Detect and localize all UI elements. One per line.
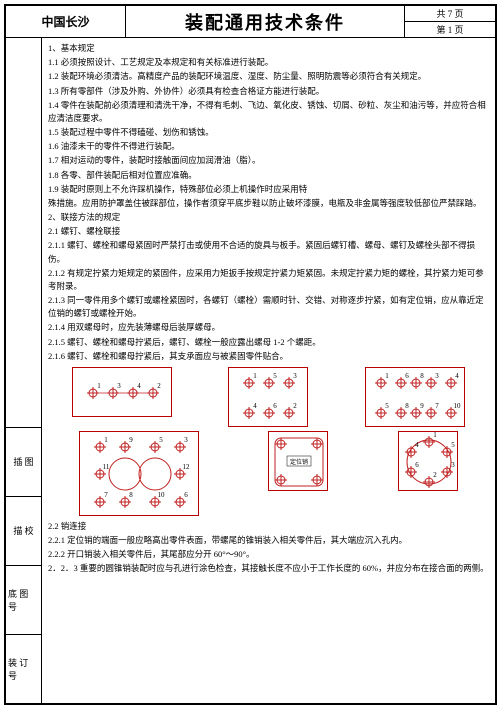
svg-text:4: 4 [254,402,258,410]
svg-text:8: 8 [129,491,133,499]
svg-text:5: 5 [274,372,278,380]
p-2-1-6: 2.1.6 螺钉、螺栓和螺母拧紧后，其支承面应与被紧固零件贴合。 [48,350,489,363]
figure-2: 1 5 3 4 6 2 [228,367,308,427]
p-1-5: 1.5 装配过程中零件不得磕碰、划伤和锈蚀。 [48,126,489,139]
svg-text:8: 8 [405,402,409,410]
svg-text:9: 9 [129,436,133,444]
p-2-1-2: 2.1.2 有规定拧紧力矩规定的紧固件，应采用力矩扳手按规定拧紧力矩紧固。未规定… [48,267,489,293]
p-2-2-2: 2.2.2 开口销装入相关零件后，其尾部应分开 60°～90°。 [48,548,489,561]
p-1-4: 1.4 零件在装配前必须清理和清洗干净，不得有毛刺、飞边、氧化皮、锈蚀、切屑、砂… [48,99,489,125]
svg-text:2: 2 [157,382,161,390]
svg-text:3: 3 [435,372,439,380]
document-page: 中国长沙 装配通用技术条件 共 7 页 第 1 页 插 图 描 校 底 图 号 … [4,4,497,705]
title-cell: 装配通用技术条件 [126,6,405,37]
svg-text:1: 1 [385,372,389,380]
p-2-2-3: 2．2．3 重要的圆锥销装配时应与孔进行涂色检查，其接触长度不应小于工作长度的 … [48,562,489,575]
svg-text:3: 3 [117,382,121,390]
p-2-2: 2.2 销连接 [48,520,489,533]
sidebar: 插 图 描 校 底 图 号 装 订 号 [6,38,42,703]
svg-text:6: 6 [415,461,419,469]
body: 插 图 描 校 底 图 号 装 订 号 1、基本规定 1.1 必须按照设计、工艺… [6,38,495,703]
p-1-2: 1.2 装配环境必须清洁。高精度产品的装配环境温度、湿度、防尘量、照明防震等必须… [48,70,489,83]
svg-text:6: 6 [184,491,188,499]
figure-5: 定位销 [268,431,328,491]
svg-text:11: 11 [102,463,109,471]
svg-text:1: 1 [433,431,437,439]
figure-row-1: 1 3 4 2 1 5 3 4 6 2 1 6 8 3 4 5 8 9 7 10 [48,367,489,427]
svg-text:6: 6 [274,402,278,410]
svg-text:5: 5 [385,402,389,410]
svg-text:5: 5 [451,441,455,449]
p-1-9: 1.9 装配时原则上不允许踩机操作，特殊部位必须上机操作时应采用特 [48,183,489,196]
svg-text:7: 7 [435,402,439,410]
svg-text:3: 3 [184,436,188,444]
svg-text:12: 12 [182,463,190,471]
p-2-1-4: 2.1.4 用双螺母时，应先装薄螺母后装厚螺母。 [48,321,489,334]
figure-3: 1 6 8 3 4 5 8 9 7 10 [365,367,465,427]
svg-text:10: 10 [453,402,461,410]
page-current: 第 1 页 [405,22,495,37]
svg-text:定位销: 定位销 [290,458,308,466]
figure-4: 1 9 5 3 11 12 7 8 10 6 [79,431,199,516]
figure-row-2: 1 9 5 3 11 12 7 8 10 6 定位销 1 5 3 2 6 4 [48,431,489,516]
side-baseno: 底 图 号 [6,566,41,635]
p-1-3: 1.3 所有零部件（涉及外购、外协件）必须具有检查合格证方能进行装配。 [48,85,489,98]
side-bindno: 装 订 号 [6,635,41,703]
figure-6: 1 5 3 2 6 4 [398,431,458,491]
p-2-1-1: 2.1.1 螺钉、螺栓和螺母紧固时严禁打击或使用不合适的旋具与板手。紧固后螺钉槽… [48,239,489,265]
svg-text:7: 7 [104,491,108,499]
p-1-9b: 殊措施。应用防护罩盖住被踩部位，操作者须穿平底步鞋以防止破坏漆膜，电瓶及非金属等… [48,197,489,210]
p-2-1-5: 2.1.5 螺钉、螺栓和螺母拧紧后，螺钉、螺栓一般应露出螺母 1-2 个螺距。 [48,336,489,349]
svg-text:2: 2 [294,402,298,410]
svg-text:4: 4 [455,372,459,380]
svg-text:2: 2 [433,471,437,479]
p-1-6: 1.6 油漆未干的零件不得进行装配。 [48,140,489,153]
p-1-1: 1.1 必须按照设计、工艺规定及本规定和有关标准进行装配。 [48,56,489,69]
pages-total: 共 7 页 [405,6,495,22]
svg-text:1: 1 [97,382,101,390]
page-info: 共 7 页 第 1 页 [405,6,495,37]
p-2-1-3: 2.1.3 同一零件用多个螺钉或螺栓紧固时，各螺钉（螺栓）需顺时针、交错、对称逐… [48,294,489,320]
svg-text:6: 6 [405,372,409,380]
side-drawing: 插 图 [6,428,41,497]
p-2-1: 2.1 螺钉、螺栓联接 [48,225,489,238]
svg-text:4: 4 [137,382,141,390]
svg-text:3: 3 [294,372,298,380]
header: 中国长沙 装配通用技术条件 共 7 页 第 1 页 [6,6,495,38]
svg-text:1: 1 [254,372,258,380]
svg-text:3: 3 [451,461,455,469]
svg-text:10: 10 [157,491,165,499]
p-1-8: 1.8 各零、部件装配后相对位置应准确。 [48,169,489,182]
p-2: 2、联接方法的规定 [48,211,489,224]
p-1-7: 1.7 相对运动的零件，装配时接触面间应加润滑油（脂）。 [48,154,489,167]
p-1: 1、基本规定 [48,42,489,55]
svg-text:1: 1 [104,436,108,444]
side-blank [6,38,41,428]
svg-text:9: 9 [420,402,424,410]
svg-text:4: 4 [415,441,419,449]
figure-1: 1 3 4 2 [72,367,172,417]
side-check: 描 校 [6,497,41,566]
company-cell: 中国长沙 [6,6,126,37]
svg-text:8: 8 [420,372,424,380]
svg-text:5: 5 [159,436,163,444]
content: 1、基本规定 1.1 必须按照设计、工艺规定及本规定和有关标准进行装配。 1.2… [42,38,495,703]
p-2-2-1: 2.2.1 定位销的端面一般应略高出零件表面，带螺尾的锥销装入相关零件后，其大端… [48,534,489,547]
